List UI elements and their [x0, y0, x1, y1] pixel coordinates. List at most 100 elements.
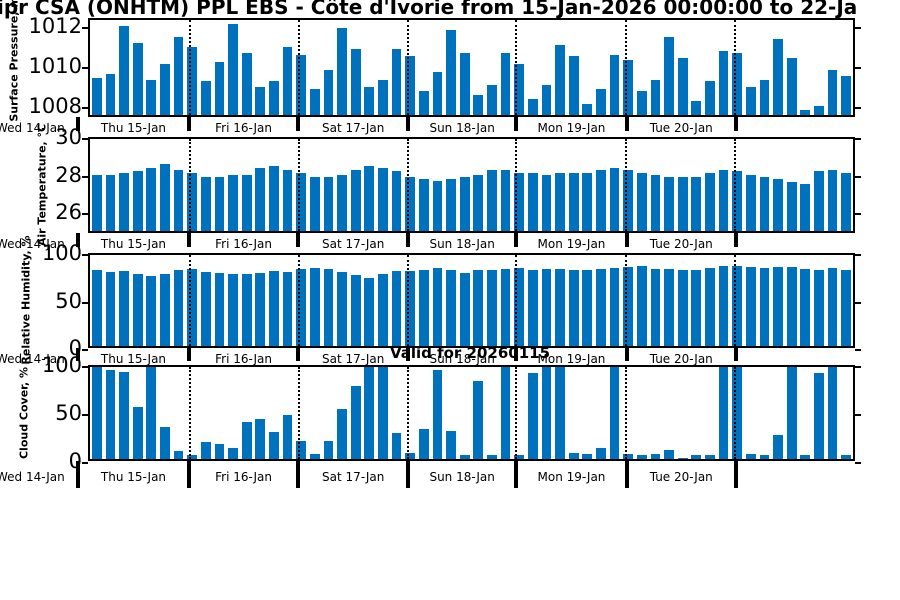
bar [119, 173, 129, 231]
day-label: Sat 17-Jan [322, 121, 385, 135]
bar [732, 171, 743, 231]
bar [378, 367, 388, 459]
bar [691, 270, 702, 346]
y-tick-mark [82, 462, 88, 464]
x-tick-mark [624, 348, 629, 361]
valid-for-annotation: Valid for 20260115 [389, 344, 551, 362]
y-tick-mark [82, 27, 88, 29]
bar [473, 94, 484, 115]
x-tick-mark [296, 117, 301, 131]
bar [200, 81, 211, 115]
day-label: Sat 17-Jan [322, 237, 385, 251]
x-tick-mark [514, 348, 519, 361]
y-tick-label: 1008 [28, 94, 82, 118]
y-tick-mark [855, 301, 861, 304]
bar [487, 269, 497, 346]
bar [773, 435, 783, 459]
bar [541, 175, 552, 231]
bar [187, 268, 198, 346]
bar [541, 85, 552, 115]
day-label: Mon 19-Jan [537, 237, 606, 251]
bar [132, 43, 143, 115]
bar [623, 454, 634, 459]
x-tick-mark [733, 117, 738, 131]
bar [623, 266, 634, 346]
x-tick-mark [76, 233, 81, 247]
bar [173, 270, 184, 346]
day-boundary-gridline [733, 139, 736, 231]
x-tick-mark [76, 117, 81, 131]
bar [296, 173, 307, 231]
bar [759, 455, 770, 459]
y-tick-mark [855, 67, 861, 69]
bar [173, 37, 184, 115]
chart-title: ipr CSA (ONHTM) PPL EBS - Côte d'Ivorie … [0, 0, 858, 19]
x-tick-mark [733, 348, 738, 361]
day-boundary-gridline [733, 255, 736, 346]
bar [132, 171, 143, 231]
bar [350, 169, 361, 231]
bar [541, 367, 552, 459]
bar [500, 169, 511, 231]
bar [323, 440, 334, 459]
day-label: Tue 20-Jan [649, 352, 713, 366]
y-tick-mark [82, 138, 88, 140]
day-boundary-gridline [407, 139, 410, 231]
bar [459, 52, 470, 115]
y-tick-label: 100 [41, 241, 82, 265]
bar [800, 268, 811, 346]
day-label: Thu 15-Jan [100, 237, 167, 251]
bar [309, 176, 320, 231]
x-tick-mark [624, 233, 629, 247]
x-tick-mark [405, 461, 410, 488]
bar [446, 269, 456, 346]
day-boundary-gridline [298, 20, 301, 115]
bar [391, 433, 402, 459]
bar [732, 367, 743, 459]
bar [650, 268, 661, 346]
bar [596, 447, 606, 459]
bar [255, 419, 266, 459]
bar [160, 64, 170, 115]
bar [555, 367, 565, 459]
bar [814, 269, 824, 346]
x-tick-mark [514, 117, 519, 131]
day-label: Sun 18-Jan [429, 237, 495, 251]
bar [500, 268, 511, 346]
bar [378, 79, 388, 115]
bar [841, 173, 852, 231]
day-label: Fri 16-Jan [215, 352, 273, 366]
bar [650, 79, 661, 115]
bar [296, 440, 307, 459]
bar [582, 454, 593, 459]
day-label: Fri 16-Jan [215, 121, 273, 135]
y-tick-label: 30 [55, 125, 82, 149]
bar [568, 452, 579, 459]
bar [91, 77, 102, 115]
bar [146, 167, 157, 231]
bar [527, 98, 538, 115]
y-tick-mark [855, 175, 861, 178]
bar [391, 48, 402, 115]
day-label: Mon 19-Jan [537, 470, 606, 484]
y-tick-mark [855, 138, 861, 140]
bar [418, 269, 429, 346]
relative-humidity-panel [82, 253, 861, 351]
bar [732, 52, 743, 115]
bar [146, 275, 157, 346]
bar [555, 173, 565, 231]
day-boundary-gridline [624, 367, 627, 459]
bar [827, 169, 838, 231]
bar [827, 267, 838, 346]
bar [487, 455, 497, 459]
bar [786, 58, 797, 115]
bar [636, 91, 647, 115]
day-boundary-gridline [298, 255, 301, 346]
y-axis-label: Air Temperature, °C [35, 123, 49, 247]
bar [432, 267, 443, 346]
day-label: Sun 18-Jan [429, 470, 495, 484]
bar [146, 79, 157, 115]
y-tick-mark [82, 67, 88, 69]
bar [282, 272, 293, 346]
